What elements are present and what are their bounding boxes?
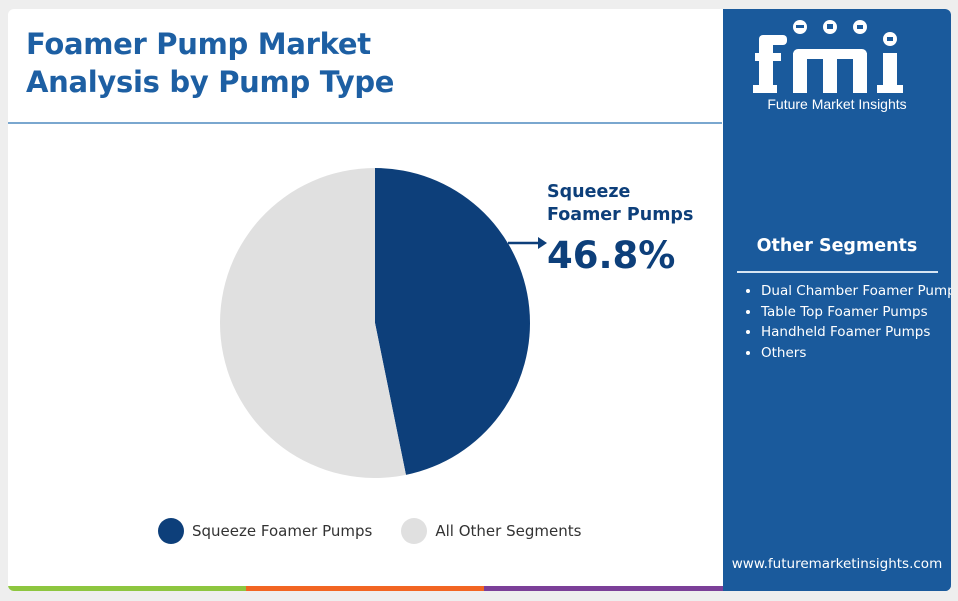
callout-label: Squeeze Foamer Pumps [547,181,717,227]
website-url[interactable]: www.futuremarketinsights.com [731,556,943,572]
legend-label-others: All Other Segments [435,522,582,540]
logo-globe-marks [796,24,893,41]
other-segments-list: Dual Chamber Foamer Pumps Table Top Foam… [743,281,951,363]
logo-i-stem [883,53,897,93]
chart-legend: Squeeze Foamer Pumps All Other Segments [158,518,610,544]
pie-slice-all-other-segments [219,168,406,478]
bottom-bar-orange [246,586,484,591]
bottom-bar-green [8,586,246,591]
chart-card: Foamer Pump Market Analysis by Pump Type… [8,9,951,591]
callout-value: 46.8% [547,234,676,277]
other-segments-divider [737,271,938,273]
logo-m-stem-1 [793,53,807,93]
callout-arrow-head [538,237,547,249]
segment-item: Others [761,343,951,364]
callout-label-line-2: Foamer Pumps [547,205,694,225]
other-segments-heading: Other Segments [756,236,918,256]
bottom-bar-blue [723,586,951,591]
pie-chart [219,168,547,478]
logo-caption: Future Market Insights [767,96,907,112]
segment-item: Dual Chamber Foamer Pumps [761,281,951,302]
logo-letters [753,35,903,93]
legend-swatch-squeeze [158,518,184,544]
legend-item-others: All Other Segments [401,518,581,544]
logo-globe-mark-1 [796,25,804,28]
bottom-bar-purple [484,586,723,591]
legend-item-squeeze: Squeeze Foamer Pumps [158,518,372,544]
logo-m-stem-3 [853,53,867,93]
logo-i-base [877,85,903,93]
logo-f-hook [759,35,787,45]
logo-f-bar [755,53,781,61]
logo-globe-mark-2 [827,24,833,29]
logo-globe-mark-3 [857,25,863,29]
callout-label-line-1: Squeeze [547,182,631,202]
logo-globe-mark-4 [887,37,893,41]
side-panel: Future Market Insights Other Segments Du… [723,9,951,591]
pie-slice-squeeze-foamer-pumps [375,168,530,475]
title-divider [8,122,722,124]
logo-f-base [753,85,777,93]
logo-m-top [793,49,867,59]
segment-item: Handheld Foamer Pumps [761,322,951,343]
fmi-logo [753,20,903,93]
segment-item: Table Top Foamer Pumps [761,302,951,323]
legend-label-squeeze: Squeeze Foamer Pumps [192,522,373,540]
title-line-2: Analysis by Pump Type [26,65,395,99]
logo-globe-dots [793,20,897,46]
callout-arrow [508,237,547,249]
pie-slices [219,168,530,478]
logo-m-stem-2 [823,53,837,93]
legend-swatch-others [401,518,428,544]
title-line-1: Foamer Pump Market [26,27,371,61]
page-title: Foamer Pump Market Analysis by Pump Type [26,25,394,101]
